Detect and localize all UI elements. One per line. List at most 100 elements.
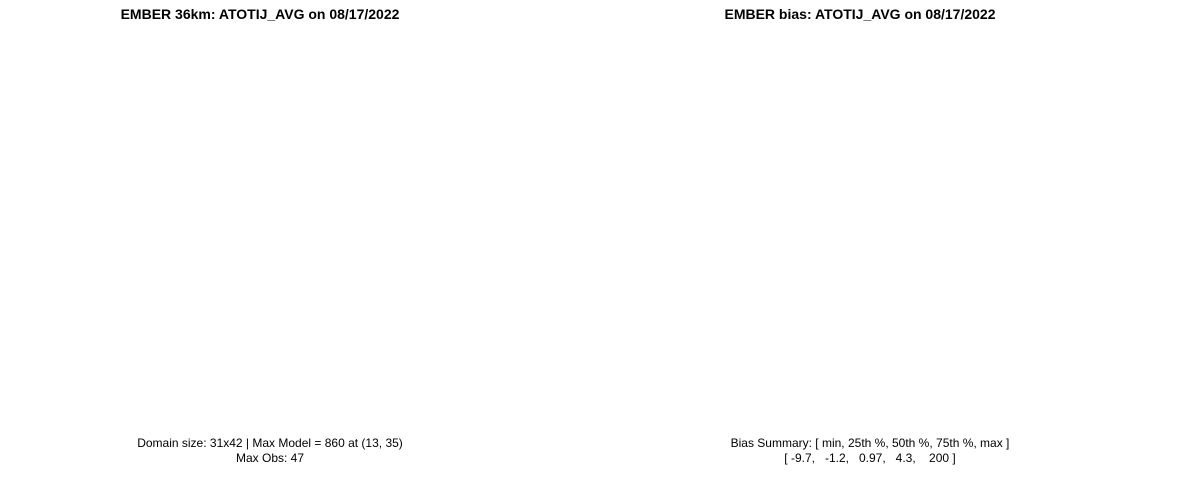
right-boundaries bbox=[751, 35, 1118, 395]
y-tick-label: 48 bbox=[606, 176, 618, 188]
colorbar-swatch bbox=[548, 357, 556, 382]
right-caption-line-2: [ -9.7, -1.2, 0.97, 4.3, 200 ] bbox=[784, 451, 956, 465]
colorbar-tick-label: 5 bbox=[568, 340, 574, 352]
left-y-axis: 42 44 46 48 50 52 bbox=[18, 34, 40, 397]
x-tick-label: -114 bbox=[324, 405, 345, 417]
y-tick-label: 46 bbox=[606, 247, 618, 259]
colorbar-swatch bbox=[548, 214, 556, 239]
left-colorbar-unit: ug/m3 bbox=[537, 33, 568, 45]
colorbar-swatch bbox=[548, 166, 556, 191]
x-tick-label: -120 bbox=[749, 405, 771, 417]
right-map-svg: AQS -124 -122 -120 -118 -116 -114 -112 -… bbox=[606, 33, 1199, 417]
aqs-legend-label: AQS bbox=[482, 379, 505, 391]
x-tick-label: -112 bbox=[983, 405, 1004, 417]
x-tick-label: -122 bbox=[91, 405, 113, 417]
right-colorbar bbox=[1147, 46, 1157, 382]
colorbar-tick-label: 10000 bbox=[1168, 43, 1199, 55]
colorbar-frame bbox=[1147, 46, 1157, 382]
colorbar-tick-label: 40 bbox=[1168, 75, 1180, 87]
bias-panel: EMBER bias: ATOTIJ_AVG on 08/17/2022 bbox=[600, 0, 1200, 479]
colorbar-swatch bbox=[1148, 329, 1156, 356]
x-tick-label: -124 bbox=[632, 405, 654, 417]
colorbar-tick-label: 10 bbox=[568, 307, 580, 319]
colorbar-swatch bbox=[1148, 72, 1156, 99]
colorbar-swatch bbox=[548, 309, 556, 334]
right-colorbar-ticks: 10000 40 20 0 -20 -40 -450 bbox=[1168, 43, 1199, 385]
colorbar-tick-label: 25 bbox=[568, 208, 580, 220]
y-tick-label: 48 bbox=[18, 176, 30, 188]
colorbar-frame bbox=[547, 46, 557, 382]
x-tick-label: -110 bbox=[1041, 405, 1062, 417]
x-tick-label: -116 bbox=[266, 405, 287, 417]
colorbar-swatch bbox=[1148, 124, 1156, 151]
colorbar-tick-label: -20 bbox=[1168, 276, 1184, 288]
colorbar-tick-label: 0 bbox=[568, 373, 574, 385]
left-colorbar bbox=[547, 46, 557, 382]
colorbar-tick-label: -40 bbox=[1168, 345, 1184, 357]
left-map-svg: AQS -124 -122 -120 -118 -116 -114 -112 -… bbox=[18, 33, 580, 417]
colorbar-swatch bbox=[1148, 303, 1156, 331]
colorbar-swatch bbox=[548, 285, 556, 310]
colorbar-swatch bbox=[1148, 355, 1156, 382]
left-x-axis: -124 -122 -120 -118 -116 -114 -112 -110 … bbox=[32, 395, 521, 417]
left-colorbar-ticks: 0 5 10 15 20 25 30 35 40 45 50 bbox=[568, 43, 580, 385]
left-caption-line-2: Max Obs: 47 bbox=[235, 451, 305, 465]
colorbar-tick-label: 30 bbox=[568, 175, 580, 187]
colorbar-swatch bbox=[548, 142, 556, 167]
x-tick-label: -110 bbox=[441, 405, 462, 417]
colorbar-tick-label: 45 bbox=[568, 76, 580, 88]
y-tick-label: 44 bbox=[606, 317, 618, 329]
x-tick-label: -122 bbox=[691, 405, 713, 417]
y-tick-label: 46 bbox=[18, 247, 30, 259]
colorbar-swatch bbox=[548, 47, 556, 72]
colorbar-swatch bbox=[548, 333, 556, 358]
right-y-axis: 42 44 46 48 50 52 bbox=[606, 34, 628, 397]
colorbar-swatch bbox=[1148, 175, 1156, 202]
colorbar-swatch bbox=[1148, 149, 1156, 176]
right-caption-line-1: Bias Summary: [ min, 25th %, 50th %, 75t… bbox=[730, 436, 1010, 450]
colorbar-tick-label: 40 bbox=[568, 109, 580, 121]
colorbar-swatch bbox=[1148, 252, 1156, 279]
colorbar-swatch bbox=[1148, 226, 1156, 254]
colorbar-swatch bbox=[1148, 98, 1156, 125]
right-obs-markers bbox=[750, 81, 1116, 398]
left-panel-title: EMBER 36km: ATOTIJ_AVG on 08/17/2022 bbox=[120, 6, 400, 22]
colorbar-swatch bbox=[1148, 47, 1156, 74]
colorbar-swatch bbox=[548, 70, 556, 96]
colorbar-swatch bbox=[548, 261, 556, 287]
x-tick-label: -108 bbox=[1099, 405, 1121, 417]
y-tick-label: 52 bbox=[606, 34, 618, 46]
x-tick-label: -116 bbox=[866, 405, 887, 417]
y-tick-label: 42 bbox=[606, 385, 618, 397]
x-tick-label: -118 bbox=[207, 405, 228, 417]
right-panel-title: EMBER bias: ATOTIJ_AVG on 08/17/2022 bbox=[724, 6, 996, 22]
colorbar-tick-label: 0 bbox=[1168, 208, 1174, 220]
left-boundaries bbox=[134, 35, 518, 395]
model-concentration-panel: EMBER 36km: ATOTIJ_AVG on 08/17/2022 bbox=[18, 6, 580, 465]
x-tick-label: -118 bbox=[807, 405, 828, 417]
y-tick-label: 50 bbox=[18, 105, 30, 117]
aqs-legend-dot bbox=[469, 381, 475, 387]
colorbar-tick-label: 35 bbox=[568, 142, 580, 154]
colorbar-tick-label: -450 bbox=[1168, 373, 1190, 385]
colorbar-tick-label: 50 bbox=[568, 43, 580, 55]
colorbar-tick-label: 15 bbox=[568, 274, 580, 286]
y-tick-label: 52 bbox=[18, 34, 30, 46]
left-obs-markers bbox=[147, 95, 516, 395]
colorbar-tick-label: 20 bbox=[1168, 141, 1180, 153]
x-tick-label: -108 bbox=[499, 405, 521, 417]
colorbar-swatch bbox=[548, 237, 556, 263]
colorbar-swatch bbox=[548, 94, 556, 120]
colorbar-swatch bbox=[548, 118, 556, 143]
left-caption-line-1: Domain size: 31x42 | Max Model = 860 at … bbox=[137, 436, 403, 450]
x-tick-label: -114 bbox=[924, 405, 945, 417]
y-tick-label: 44 bbox=[18, 317, 30, 329]
x-tick-label: -112 bbox=[383, 405, 404, 417]
x-tick-label: -120 bbox=[149, 405, 171, 417]
colorbar-swatch bbox=[548, 190, 556, 215]
colorbar-tick-label: 20 bbox=[568, 241, 580, 253]
aqs-legend-label: AQS bbox=[1082, 379, 1105, 391]
right-x-axis: -124 -122 -120 -118 -116 -114 -112 -110 … bbox=[632, 395, 1121, 417]
colorbar-swatch bbox=[1148, 278, 1156, 305]
y-tick-label: 50 bbox=[606, 105, 618, 117]
